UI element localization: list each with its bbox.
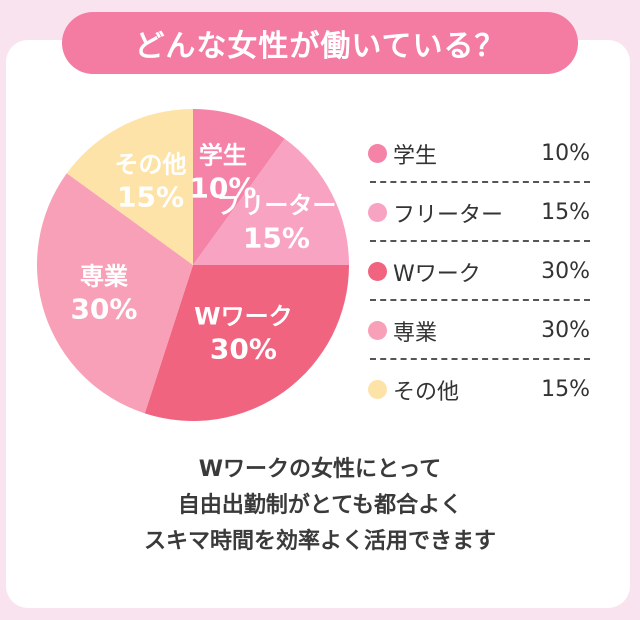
legend-value: 10% xyxy=(541,141,590,166)
pie-label-name: 学生 xyxy=(198,141,247,170)
pie-slice-other xyxy=(66,109,193,265)
legend-color-dot xyxy=(368,380,387,399)
pie-slices xyxy=(36,109,349,421)
legend-value: 15% xyxy=(541,377,590,402)
page-title-text: どんな女性が働いている？ xyxy=(134,29,506,64)
pie-slice-homemaker xyxy=(36,173,193,414)
legend-item-double-work: Wワーク 30% xyxy=(368,242,590,301)
caption-line: スキマ時間を効率よく活用できます xyxy=(143,529,496,554)
pie-label-value: 30% xyxy=(209,332,277,366)
pie-label-value: 15% xyxy=(242,221,310,254)
chart-legend: 学生 10% フリーター 15% Wワーク 30% 専業 30% その他 15% xyxy=(368,124,590,419)
legend-value: 30% xyxy=(541,318,590,343)
caption-line: 自由出勤制がとても都合よく xyxy=(177,493,463,518)
legend-color-dot xyxy=(368,144,387,163)
legend-color-dot xyxy=(368,262,387,281)
pie-label-name: 専業 xyxy=(79,262,128,291)
caption-text: Wワークの女性にとって 自由出勤制がとても都合よく スキマ時間を効率よく活用でき… xyxy=(0,452,640,560)
pie-label-student: 学生 10% xyxy=(189,141,256,206)
pie-label-value: 10% xyxy=(189,171,257,205)
pie-label-homemaker: 専業 30% xyxy=(70,261,137,326)
legend-label: 専業 xyxy=(393,320,438,346)
pie-label-name: Wワーク xyxy=(194,302,293,331)
page-title: どんな女性が働いている？ xyxy=(62,12,578,74)
caption-line: Wワークの女性にとって xyxy=(198,457,442,482)
legend-item-freeter: フリーター 15% xyxy=(368,183,590,242)
legend-color-dot xyxy=(368,321,387,340)
pie-slice-student xyxy=(193,109,285,265)
legend-item-homemaker: 専業 30% xyxy=(368,301,590,360)
legend-item-other: その他 15% xyxy=(368,360,590,419)
legend-item-student: 学生 10% xyxy=(368,124,590,183)
pie-label-freeter: フリーター 15% xyxy=(216,190,336,255)
legend-color-dot xyxy=(368,203,387,222)
legend-label: 学生 xyxy=(393,143,438,169)
pie-slice-freeter xyxy=(193,138,349,265)
pie-label-other: その他 15% xyxy=(115,149,187,214)
pie-label-value: 30% xyxy=(70,292,138,326)
legend-value: 15% xyxy=(541,200,590,225)
pie-label-name: その他 xyxy=(114,150,187,179)
legend-value: 30% xyxy=(541,259,590,284)
pie-label-double-work: Wワーク 30% xyxy=(194,302,292,367)
legend-label: その他 xyxy=(393,379,460,405)
pie-slice-double-work xyxy=(144,265,349,421)
legend-label: Wワーク xyxy=(393,261,481,287)
pie-label-value: 15% xyxy=(116,180,185,214)
pie-label-name: フリーター xyxy=(216,191,337,219)
legend-label: フリーター xyxy=(393,202,504,228)
